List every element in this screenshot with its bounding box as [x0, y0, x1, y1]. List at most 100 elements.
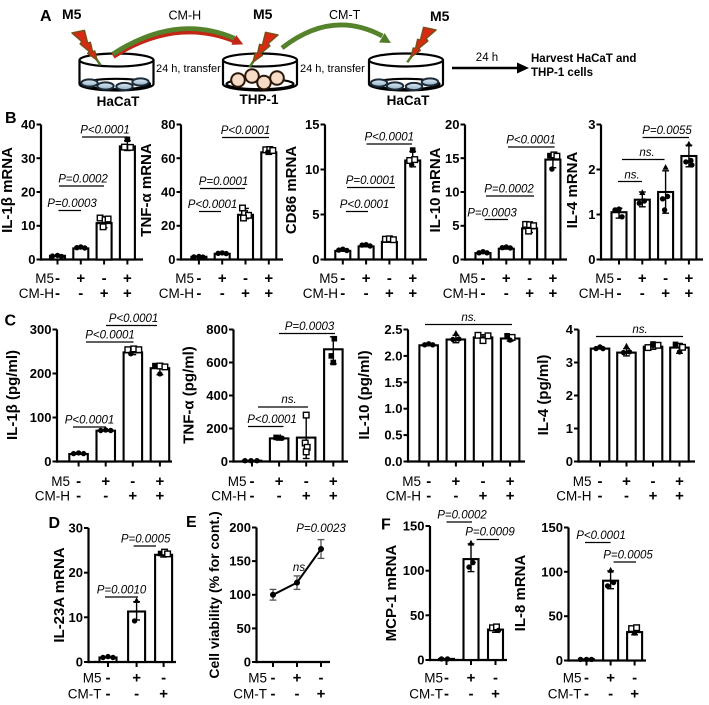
- svg-text:P=0.0001: P=0.0001: [199, 176, 249, 188]
- svg-text:+: +: [362, 270, 371, 287]
- svg-text:-: -: [76, 473, 81, 490]
- svg-text:P=0.0010: P=0.0010: [97, 585, 147, 597]
- svg-text:F: F: [381, 517, 391, 534]
- svg-text:+: +: [467, 670, 476, 687]
- svg-text:M5: M5: [319, 271, 338, 286]
- svg-text:-: -: [651, 473, 656, 490]
- svg-text:30: 30: [21, 151, 35, 166]
- svg-text:CM-H: CM-H: [386, 489, 421, 504]
- svg-text:P=0.0003: P=0.0003: [47, 198, 97, 210]
- svg-text:P<0.0001: P<0.0001: [506, 135, 556, 147]
- svg-text:5: 5: [312, 207, 319, 222]
- svg-text:-: -: [271, 685, 276, 700]
- svg-text:-: -: [527, 270, 532, 287]
- svg-text:+: +: [76, 270, 85, 287]
- svg-text:CM-T: CM-T: [409, 686, 443, 700]
- svg-text:CM-H: CM-H: [35, 489, 70, 504]
- svg-text:IL-10 mRNA: IL-10 mRNA: [427, 147, 444, 232]
- svg-text:-: -: [426, 473, 431, 490]
- svg-text:+: +: [132, 670, 141, 687]
- svg-text:0: 0: [168, 252, 175, 267]
- svg-text:P=0.0005: P=0.0005: [121, 534, 171, 546]
- svg-text:0: 0: [588, 252, 595, 267]
- svg-text:-: -: [608, 685, 613, 700]
- svg-text:+: +: [275, 473, 284, 490]
- svg-text:CM-H: CM-H: [211, 489, 246, 504]
- svg-text:+: +: [218, 270, 227, 287]
- svg-text:P<0.0001: P<0.0001: [576, 530, 626, 542]
- svg-text:IL-1β mRNA: IL-1β mRNA: [0, 147, 16, 233]
- svg-text:0.0: 0.0: [384, 454, 402, 469]
- svg-text:-: -: [106, 670, 111, 687]
- svg-text:P=0.0002: P=0.0002: [484, 184, 534, 196]
- svg-text:P<0.0001: P<0.0001: [65, 415, 115, 427]
- svg-text:24 h: 24 h: [476, 52, 498, 64]
- svg-text:+: +: [491, 685, 500, 700]
- svg-text:0.5: 0.5: [384, 428, 402, 443]
- svg-text:-: -: [271, 670, 276, 687]
- svg-text:-: -: [617, 270, 622, 287]
- svg-text:20: 20: [21, 185, 35, 200]
- svg-text:-: -: [624, 488, 629, 505]
- svg-text:P<0.0001: P<0.0001: [85, 330, 135, 342]
- svg-text:+: +: [675, 473, 684, 490]
- svg-text:-: -: [103, 488, 108, 505]
- svg-text:IL-4 (pg/ml): IL-4 (pg/ml): [535, 355, 552, 436]
- svg-text:A: A: [40, 8, 52, 25]
- svg-text:1: 1: [566, 421, 573, 436]
- svg-text:+: +: [506, 473, 515, 490]
- svg-text:+: +: [630, 685, 639, 700]
- svg-text:150: 150: [229, 554, 251, 569]
- svg-text:+: +: [675, 488, 684, 505]
- svg-text:400: 400: [206, 388, 228, 403]
- svg-text:THP-1 cells: THP-1 cells: [531, 67, 593, 79]
- svg-text:TNF-α (pg/ml): TNF-α (pg/ml): [181, 346, 198, 444]
- svg-text:-: -: [493, 670, 498, 687]
- svg-text:-: -: [102, 270, 107, 287]
- svg-text:Cell viability (% for cont.): Cell viability (% for cont.): [206, 511, 222, 678]
- svg-text:40: 40: [21, 117, 35, 132]
- svg-text:-: -: [469, 685, 474, 700]
- svg-text:P=0.0002: P=0.0002: [437, 510, 487, 522]
- svg-text:80: 80: [161, 117, 175, 132]
- svg-text:-: -: [319, 670, 324, 687]
- svg-text:CD86 mRNA: CD86 mRNA: [283, 146, 300, 235]
- svg-text:60: 60: [161, 151, 175, 166]
- svg-text:+: +: [525, 285, 534, 302]
- svg-text:-: -: [640, 285, 645, 302]
- svg-text:CM-H: CM-H: [556, 489, 591, 504]
- svg-text:+: +: [293, 670, 302, 687]
- svg-text:C: C: [5, 313, 17, 330]
- svg-text:E: E: [186, 514, 197, 531]
- svg-text:-: -: [340, 285, 345, 302]
- svg-text:+: +: [329, 473, 338, 490]
- svg-text:P=0.0003: P=0.0003: [285, 321, 335, 333]
- svg-text:+: +: [506, 488, 515, 505]
- svg-text:P<0.0001: P<0.0001: [365, 132, 415, 144]
- svg-text:-: -: [481, 270, 486, 287]
- svg-text:-: -: [444, 685, 449, 700]
- svg-text:ns.: ns.: [639, 147, 654, 159]
- svg-text:+: +: [317, 685, 326, 700]
- svg-text:1.0: 1.0: [384, 401, 402, 416]
- svg-text:-: -: [304, 473, 309, 490]
- svg-text:+: +: [649, 488, 658, 505]
- svg-text:-: -: [663, 270, 668, 287]
- svg-text:2: 2: [566, 388, 573, 403]
- svg-text:ns.: ns.: [624, 170, 639, 182]
- svg-text:P=0.0009: P=0.0009: [465, 527, 515, 539]
- svg-text:-: -: [134, 685, 139, 700]
- svg-text:P<0.0001: P<0.0001: [340, 199, 390, 211]
- svg-text:ns.: ns.: [461, 312, 476, 324]
- svg-text:+: +: [123, 285, 132, 302]
- svg-text:CM-T: CM-T: [329, 8, 361, 22]
- svg-text:-: -: [130, 473, 135, 490]
- svg-text:800: 800: [206, 322, 228, 337]
- svg-text:M5: M5: [595, 271, 614, 286]
- svg-text:+: +: [606, 670, 615, 687]
- svg-text:M5: M5: [573, 474, 592, 489]
- svg-text:10: 10: [305, 162, 319, 177]
- svg-text:+: +: [241, 285, 250, 302]
- svg-text:-: -: [106, 685, 111, 700]
- svg-text:+: +: [479, 488, 488, 505]
